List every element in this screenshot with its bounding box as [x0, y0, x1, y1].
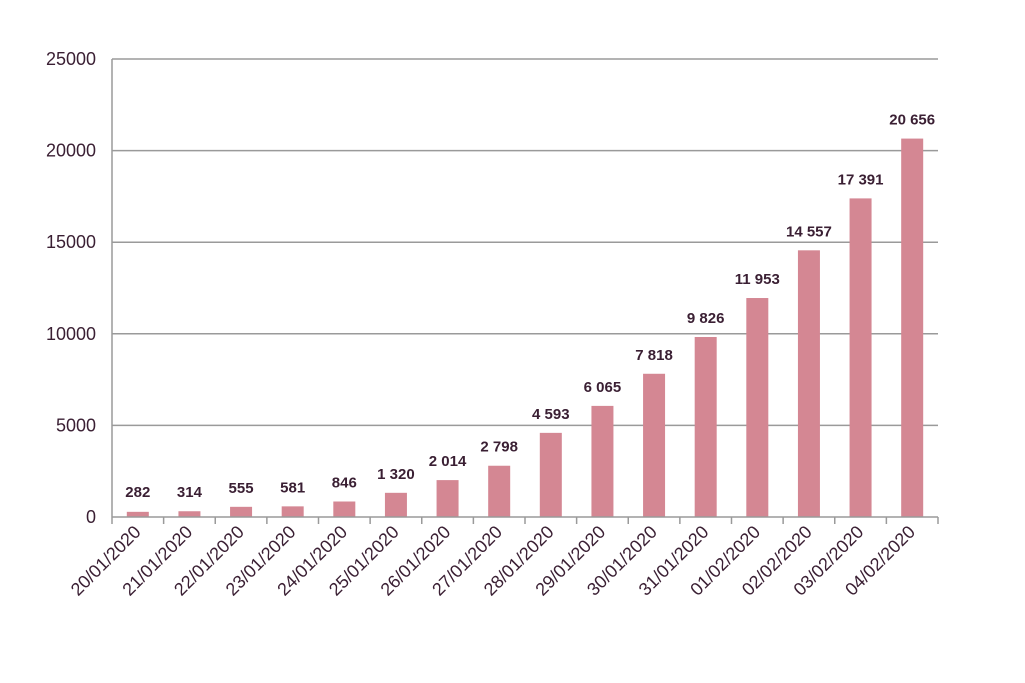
data-label: 6 065 [584, 379, 622, 396]
y-tick-label: 15000 [46, 232, 96, 252]
data-label: 846 [332, 475, 357, 492]
bar [333, 501, 356, 517]
data-label: 314 [177, 484, 203, 501]
bar [797, 250, 820, 517]
bar [126, 511, 149, 517]
bars [126, 138, 924, 517]
bar [746, 298, 769, 517]
bar [591, 405, 614, 517]
data-label: 2 014 [429, 453, 467, 470]
data-label: 555 [229, 480, 254, 497]
axes [111, 59, 939, 524]
bar [436, 480, 459, 517]
x-axis-tick-labels: 20/01/202021/01/202022/01/202023/01/2020… [67, 522, 919, 600]
bar [901, 138, 924, 517]
y-tick-label: 20000 [46, 141, 96, 161]
bar [643, 373, 666, 517]
bar [488, 465, 511, 517]
data-label: 581 [280, 479, 305, 496]
y-axis-ticks: 0 5000 10000 15000 20000 25000 [46, 49, 96, 527]
data-label: 20 656 [889, 112, 935, 129]
y-tick-label: 25000 [46, 49, 96, 69]
bar [849, 198, 872, 517]
bar [539, 432, 562, 517]
data-label: 4 593 [532, 406, 570, 423]
bar [281, 506, 304, 517]
data-label: 9 826 [687, 310, 725, 327]
bar [178, 511, 201, 517]
y-tick-label: 0 [86, 507, 96, 527]
data-label: 14 557 [786, 223, 832, 240]
data-label: 7 818 [635, 347, 673, 364]
data-label: 282 [125, 484, 150, 501]
data-label: 17 391 [838, 171, 884, 188]
data-labels: 282 314 555 581 846 1 320 2 014 2 798 4 593 6 065… [125, 112, 935, 501]
bar [384, 492, 407, 517]
data-label: 1 320 [377, 466, 415, 483]
data-label: 2 798 [480, 439, 518, 456]
bar [694, 336, 717, 517]
data-label: 11 953 [735, 271, 780, 288]
y-tick-label: 5000 [56, 415, 96, 435]
bar [230, 506, 253, 517]
y-tick-label: 10000 [46, 324, 96, 344]
